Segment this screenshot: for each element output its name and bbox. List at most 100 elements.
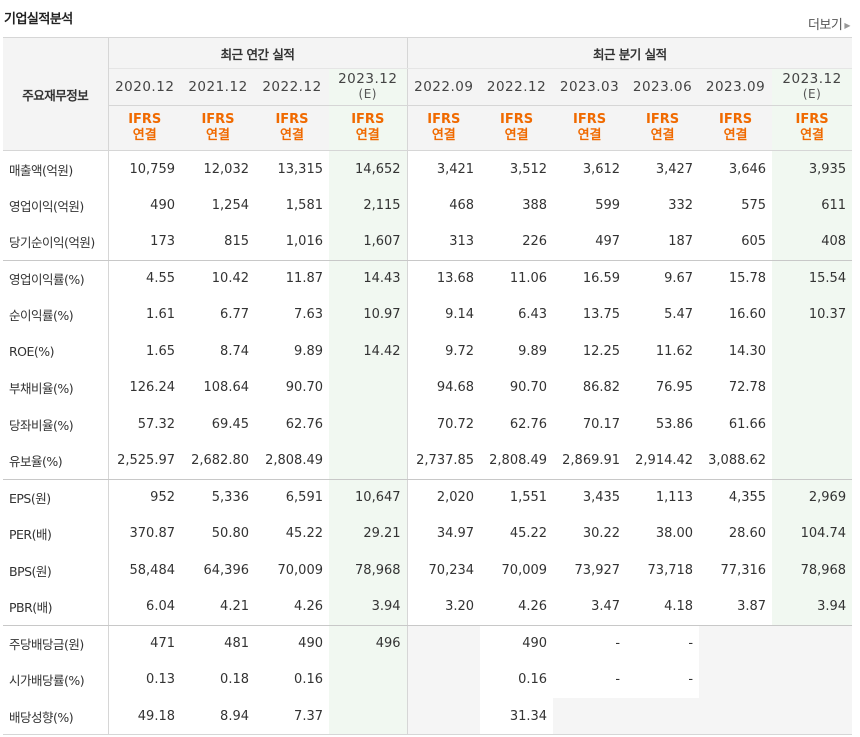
period-header: 2022.09: [406, 68, 481, 106]
table-cell: 7.63: [294, 307, 323, 323]
period-label: 2023.03: [559, 78, 620, 95]
table-cell: [772, 698, 853, 735]
table-cell: 1,551: [509, 490, 548, 505]
table-cell: 72.78: [728, 380, 767, 396]
table-cell: 0.13: [146, 672, 175, 688]
table-cell: 4.26: [255, 588, 329, 626]
table-cell: 4.55: [146, 271, 175, 286]
basis-header: IFRS 연결: [329, 105, 408, 151]
table-cell: 6.04: [108, 588, 181, 626]
table-cell: 94.68: [406, 369, 481, 406]
table-cell: 490: [298, 636, 323, 651]
table-cell: 50.80: [211, 526, 249, 542]
table-cell: 7.37: [255, 698, 329, 735]
table-cell: 126.24: [129, 380, 176, 396]
corner-header: 주요재무정보: [3, 37, 109, 151]
table-row: 시가배당률(%) 0.13 0.18 0.16 0.16 - -: [3, 661, 853, 698]
period-label: 2023.06: [632, 78, 693, 95]
table-cell: 11.87: [285, 271, 323, 286]
table-cell: 3,646: [728, 161, 767, 177]
basis-consolidation: 연결: [650, 128, 675, 143]
row-label: 매출액(억원): [3, 150, 109, 187]
table-cell: 490: [522, 636, 548, 651]
table-cell: 4,355: [728, 490, 767, 505]
table-row: PBR(배) 6.04 4.21 4.26 3.94 3.20 4.26 3.47 4.18 3.…: [3, 588, 853, 626]
table-cell: 313: [406, 223, 481, 261]
table-row: 영업이익(억원) 490 1,254 1,581 2,115 468 388 599 332 57…: [3, 187, 853, 224]
table-cell: 1,607: [329, 223, 408, 261]
table-cell: 173: [108, 223, 181, 261]
table-cell: 73,718: [647, 562, 694, 578]
table-cell: 1,113: [655, 490, 694, 505]
period-header: 2023.12 (E): [329, 68, 408, 106]
row-label: 영업이익(억원): [3, 187, 109, 224]
table-cell: 2,737.85: [406, 442, 481, 480]
period-label: 2020.12: [115, 78, 175, 95]
period-label: 2023.12: [338, 71, 398, 87]
period-header: 2023.09: [699, 68, 773, 106]
table-row: BPS(원) 58,484 64,396 70,009 78,968 70,234 70,0…: [3, 552, 853, 589]
table-cell: 6,591: [285, 490, 323, 505]
table-body: 매출액(억원) 10,759 12,032 13,315 14,652 3,421 3,51…: [3, 150, 853, 735]
table-cell: 13.68: [406, 260, 481, 297]
row-label: 영업이익률(%): [3, 260, 109, 297]
table-row: 유보율(%) 2,525.97 2,682.80 2,808.49 2,737.85 2,…: [3, 442, 853, 480]
table-cell: 611: [772, 187, 853, 224]
basis-standard: IFRS: [201, 112, 235, 127]
estimate-marker: (E): [802, 87, 822, 101]
period-label: 2023.12: [782, 71, 842, 87]
table-cell: [772, 369, 853, 406]
table-cell: 62.76: [509, 416, 548, 432]
table-row: 영업이익률(%) 4.55 10.42 11.87 14.43 13.68 11.06 16.…: [3, 260, 853, 297]
table-cell: -: [615, 672, 621, 688]
table-cell: 370.87: [129, 526, 176, 542]
table-cell: 78,968: [772, 552, 853, 589]
table-cell: 9.14: [406, 296, 481, 333]
table-cell: 2,682.80: [181, 442, 255, 480]
more-link[interactable]: 더보기 ▶: [808, 14, 851, 33]
table-cell: 73,927: [574, 562, 621, 578]
period-label: 2022.12: [262, 78, 322, 95]
table-cell: 1.61: [146, 307, 175, 323]
table-cell: 14.30: [728, 343, 767, 359]
table-cell: [406, 698, 481, 735]
table-cell: 6.77: [220, 307, 249, 323]
table-row: 순이익률(%) 1.61 6.77 7.63 10.97 9.14 6.43 13.75 5.4…: [3, 296, 853, 333]
basis-header: IFRS 연결: [406, 105, 481, 151]
table-cell: 49.18: [108, 698, 181, 735]
table-cell: 3,088.62: [699, 442, 773, 480]
table-cell: 9.67: [664, 271, 694, 286]
period-label: 2022.12: [486, 78, 547, 95]
table-cell: 34.97: [406, 515, 481, 552]
table-cell: 108.64: [203, 380, 250, 396]
table-cell: 388: [522, 197, 548, 213]
table-cell: 14,652: [329, 150, 408, 187]
basis-standard: IFRS: [572, 112, 607, 127]
table-cell: 4.18: [626, 588, 700, 626]
row-label: PBR(배): [3, 588, 109, 626]
table-cell: 10.42: [211, 271, 249, 286]
table-cell: 0.16: [294, 672, 323, 688]
table-cell: 64,396: [203, 562, 250, 578]
period-label: 2023.09: [705, 78, 766, 95]
table-cell: 9.89: [518, 343, 548, 359]
row-label: 당기순이익(억원): [3, 223, 109, 261]
table-cell: 10,759: [129, 161, 176, 177]
period-header: 2023.03: [553, 68, 627, 106]
table-row: 주당배당금(원) 471 481 490 496 490 - -: [3, 625, 853, 662]
table-cell: 2,808.49: [480, 442, 554, 480]
table-cell: 10.37: [772, 296, 853, 333]
table-cell: [772, 625, 853, 662]
basis-standard: IFRS: [128, 112, 162, 127]
period-header: 2021.12: [181, 68, 255, 106]
table-cell: [406, 661, 481, 698]
table-cell: 2,020: [406, 479, 481, 516]
table-cell: 2,808.49: [255, 442, 329, 480]
table-cell: [329, 661, 408, 698]
basis-consolidation: 연결: [723, 128, 748, 143]
table-cell: 2,525.97: [108, 442, 181, 480]
annual-group-header: 최근 연간 실적: [108, 37, 408, 69]
table-cell: 497: [553, 223, 627, 261]
table-row: 당좌비율(%) 57.32 69.45 62.76 70.72 62.76 70.17 53.…: [3, 406, 853, 443]
basis-standard: IFRS: [351, 112, 385, 127]
